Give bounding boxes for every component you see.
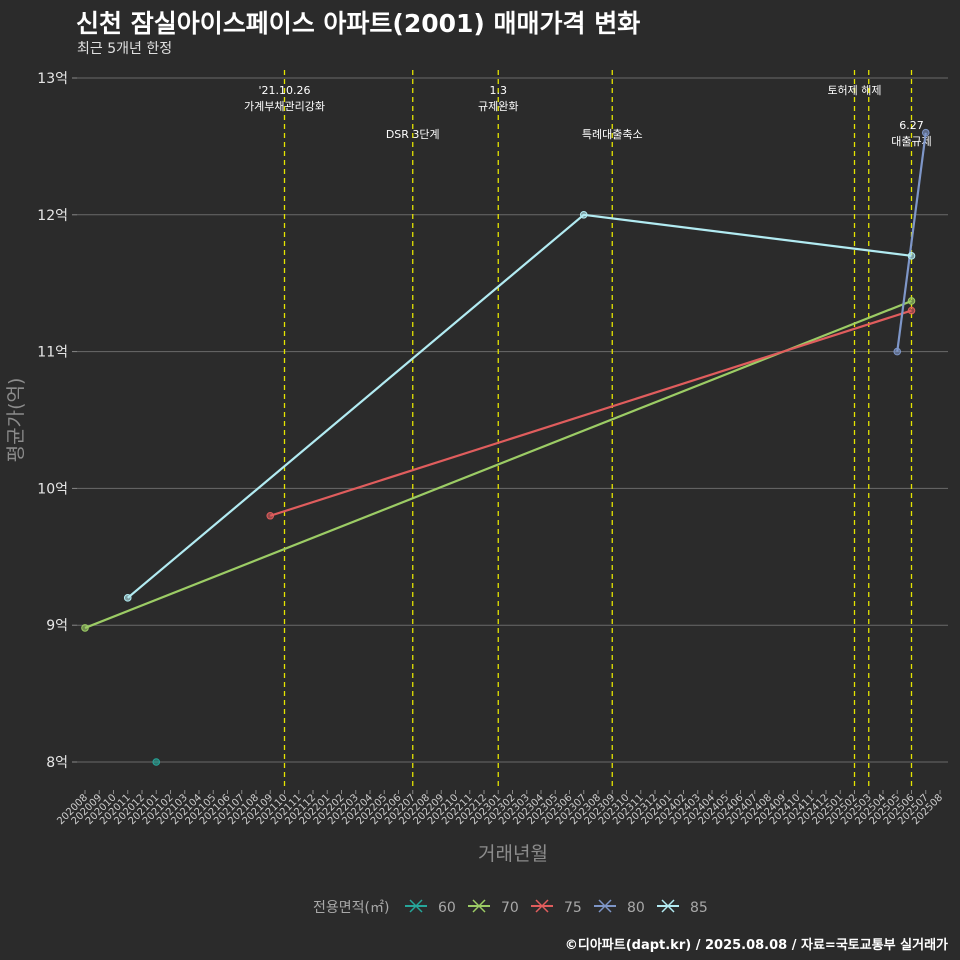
series-70 bbox=[81, 297, 916, 632]
series-75 bbox=[266, 306, 916, 520]
y-axis-ticks: 8억 9억 10억 11억 12억 13억 bbox=[37, 71, 77, 771]
legend-label: 60 bbox=[438, 900, 456, 916]
event-label: 대출규제 bbox=[891, 135, 931, 148]
legend-item-75: 75 bbox=[531, 899, 582, 916]
data-point-80 bbox=[921, 128, 930, 137]
y-axis-title: 평균가(억) bbox=[5, 378, 27, 463]
series-85 bbox=[123, 211, 916, 602]
chart-title: 신천 잠실아이스페이스 아파트(2001) 매매가격 변화 bbox=[76, 9, 641, 38]
series-line-85 bbox=[127, 213, 912, 599]
event-label: 토허제 해제 bbox=[827, 83, 881, 97]
data-point-85 bbox=[907, 252, 916, 260]
data-point-85 bbox=[123, 594, 132, 602]
y-tick-label: 13억 bbox=[37, 71, 68, 87]
event-label: DSR 3단계 bbox=[386, 128, 440, 141]
legend-item-70: 70 bbox=[468, 899, 519, 916]
source-caption: ©디아파트(dapt.kr) / 2025.08.08 / 자료=국토교통부 실… bbox=[564, 938, 948, 953]
data-point-85 bbox=[579, 211, 588, 219]
legend-label: 85 bbox=[690, 900, 708, 916]
series-60 bbox=[152, 758, 161, 766]
data-point-70 bbox=[81, 624, 89, 632]
data-point-80 bbox=[893, 347, 902, 356]
event-label: 1.3 bbox=[490, 84, 508, 97]
legend: 전용면적(㎡) 60 70 75 80 85 bbox=[313, 899, 708, 916]
grid-layer bbox=[77, 77, 948, 763]
legend-label: 80 bbox=[627, 900, 645, 916]
y-tick-label: 8억 bbox=[46, 755, 68, 771]
y-tick-label: 11억 bbox=[37, 345, 68, 361]
series-line-75 bbox=[269, 309, 912, 517]
legend-item-85: 85 bbox=[657, 899, 708, 916]
series-line-80 bbox=[896, 132, 927, 352]
data-point-75 bbox=[907, 306, 916, 315]
chart-subtitle: 최근 5개년 한정 bbox=[77, 41, 173, 57]
legend-title: 전용면적(㎡) bbox=[313, 900, 389, 916]
legend-label: 75 bbox=[564, 900, 582, 916]
legend-key-mark bbox=[535, 899, 549, 913]
x-axis-title: 거래년월 bbox=[478, 843, 548, 865]
legend-item-60: 60 bbox=[405, 899, 456, 916]
legend-key-mark bbox=[661, 899, 675, 913]
y-tick-label: 9억 bbox=[46, 618, 68, 634]
event-label: 가계부채관리강화 bbox=[244, 100, 325, 113]
x-axis-ticks: 2020082020092020102020112020122021012021… bbox=[55, 790, 945, 827]
series-80 bbox=[893, 128, 930, 356]
legend-key-mark bbox=[409, 899, 423, 913]
series-layer bbox=[81, 128, 930, 766]
event-label: 특례대출축소 bbox=[582, 128, 643, 141]
data-point-60 bbox=[152, 758, 161, 766]
event-label: 규제완화 bbox=[478, 100, 518, 113]
y-tick-label: 12억 bbox=[37, 208, 68, 224]
data-point-75 bbox=[266, 511, 275, 520]
legend-item-80: 80 bbox=[594, 899, 645, 916]
event-label: '21.10.26 bbox=[258, 84, 310, 97]
legend-label: 70 bbox=[501, 900, 519, 916]
legend-key-mark bbox=[472, 899, 486, 913]
legend-key-mark bbox=[598, 899, 612, 913]
event-label: 6.27 bbox=[899, 119, 924, 132]
y-tick-label: 10억 bbox=[37, 481, 68, 497]
data-point-70 bbox=[907, 297, 916, 305]
